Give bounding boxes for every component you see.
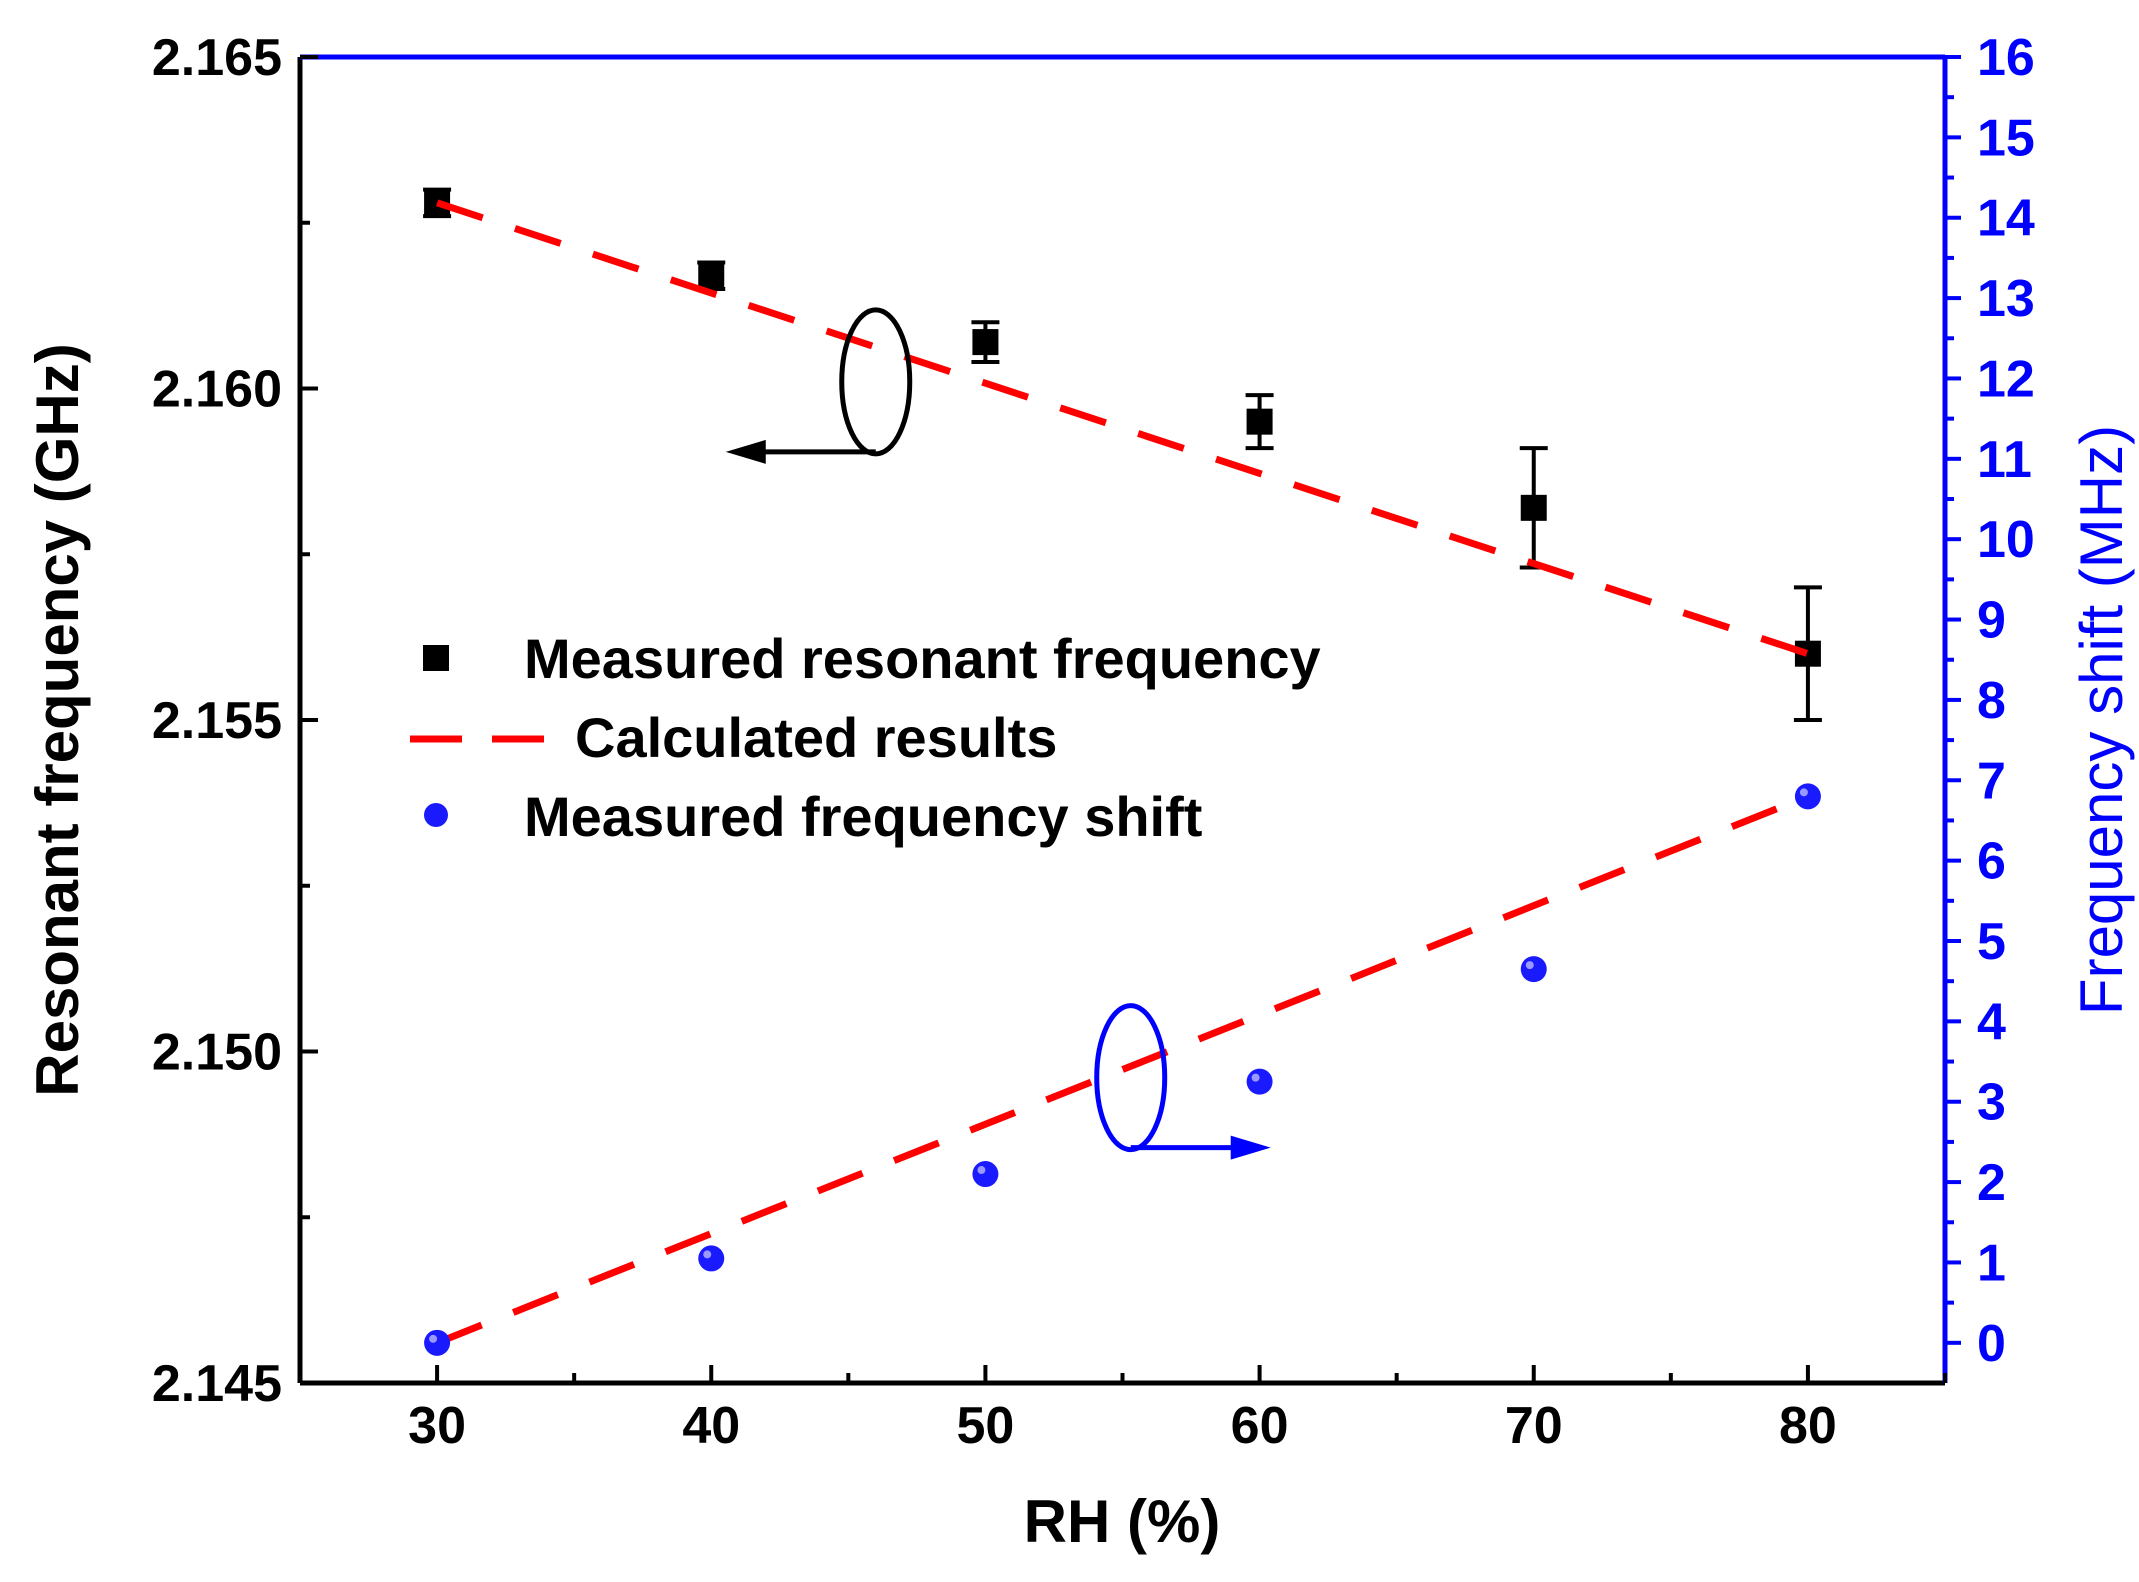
y-right-tick-label: 3	[1977, 1074, 2006, 1132]
y-right-tick-label: 4	[1977, 993, 2006, 1051]
measured-frequency-shift-point-highlight	[977, 1166, 986, 1175]
y-right-tick-label: 13	[1977, 270, 2035, 328]
annotation-layer	[725, 307, 1271, 1160]
ticks	[298, 55, 1961, 1385]
x-axis-title: RH (%)	[1024, 1488, 1221, 1555]
measured-frequency-shift-point-highlight	[1799, 788, 1808, 797]
x-tick-label: 50	[956, 1397, 1014, 1455]
y-left-axis-title: Resonant frequency (GHz)	[24, 343, 91, 1096]
x-tick-label: 30	[408, 1397, 466, 1455]
y-right-tick-label: 11	[1977, 431, 2032, 489]
y-right-tick-label: 12	[1977, 350, 2035, 408]
measured-frequency-shift-point-highlight	[429, 1334, 438, 1343]
y-right-tick-label: 14	[1977, 190, 2035, 248]
legend-marker-measured-resonant-frequency	[423, 645, 449, 671]
y-left-tick-label: 2.155	[152, 692, 282, 750]
measured-resonant-frequency-point	[972, 329, 999, 356]
measured-frequency-shift-point-highlight	[703, 1250, 712, 1259]
y-right-tick-label: 16	[1977, 29, 2035, 87]
measured-frequency-shift-point	[1794, 783, 1821, 810]
y-right-tick-label: 8	[1977, 672, 2006, 730]
measured-resonant-frequency-point	[698, 262, 725, 289]
measured-frequency-shift-point	[1246, 1068, 1273, 1095]
x-tick-label: 40	[682, 1397, 740, 1455]
y-left-tick-label: 2.145	[152, 1355, 282, 1413]
tick-labels: 30 40 50 60 70 802.1452.1502.1552.1602.165012…	[152, 29, 2035, 1455]
measured-frequency-shift-point	[424, 1329, 451, 1356]
y-right-tick-label: 10	[1977, 511, 2035, 569]
y-right-tick-label: 0	[1977, 1315, 2006, 1373]
y-right-tick-label: 7	[1977, 752, 2006, 810]
legend-label-measured-resonant-frequency: Measured resonant frequency	[524, 627, 1321, 690]
measured-frequency-shift-point	[972, 1161, 999, 1188]
measured-frequency-shift-point	[1520, 956, 1547, 983]
y-left-tick-label: 2.165	[152, 29, 282, 87]
x-tick-label: 70	[1505, 1397, 1563, 1455]
measured-resonant-frequency-point	[1246, 408, 1273, 435]
y-left-tick-label: 2.160	[152, 361, 282, 419]
series-layer	[423, 187, 1822, 1356]
measured-frequency-shift-point-highlight	[1251, 1073, 1260, 1082]
measured-frequency-shift-point-highlight	[1525, 961, 1534, 970]
legend: Measured resonant frequency Calculated r…	[410, 627, 1321, 848]
y-right-tick-label: 9	[1977, 592, 2006, 650]
x-tick-label: 60	[1231, 1397, 1289, 1455]
legend-label-measured-frequency-shift: Measured frequency shift	[524, 785, 1202, 848]
y-right-tick-label: 6	[1977, 833, 2006, 891]
y-right-tick-label: 1	[1977, 1234, 2006, 1292]
legend-marker-measured-frequency-shift	[424, 803, 448, 827]
y-right-tick-label: 2	[1977, 1154, 2006, 1212]
legend-label-calculated-results: Calculated results	[575, 706, 1057, 769]
y-right-axis-title: Frequency shift (MHz)	[2068, 425, 2135, 1015]
y-right-tick-label: 15	[1977, 109, 2035, 167]
measured-resonant-frequency-point	[1520, 494, 1547, 521]
y-right-tick-label: 5	[1977, 913, 2006, 971]
measured-frequency-shift-point	[698, 1245, 725, 1272]
y-left-tick-label: 2.150	[152, 1024, 282, 1082]
right-axis-indicator-arrowhead	[1230, 1135, 1271, 1160]
x-tick-label: 80	[1779, 1397, 1837, 1455]
left-axis-indicator-arrowhead	[725, 439, 766, 464]
